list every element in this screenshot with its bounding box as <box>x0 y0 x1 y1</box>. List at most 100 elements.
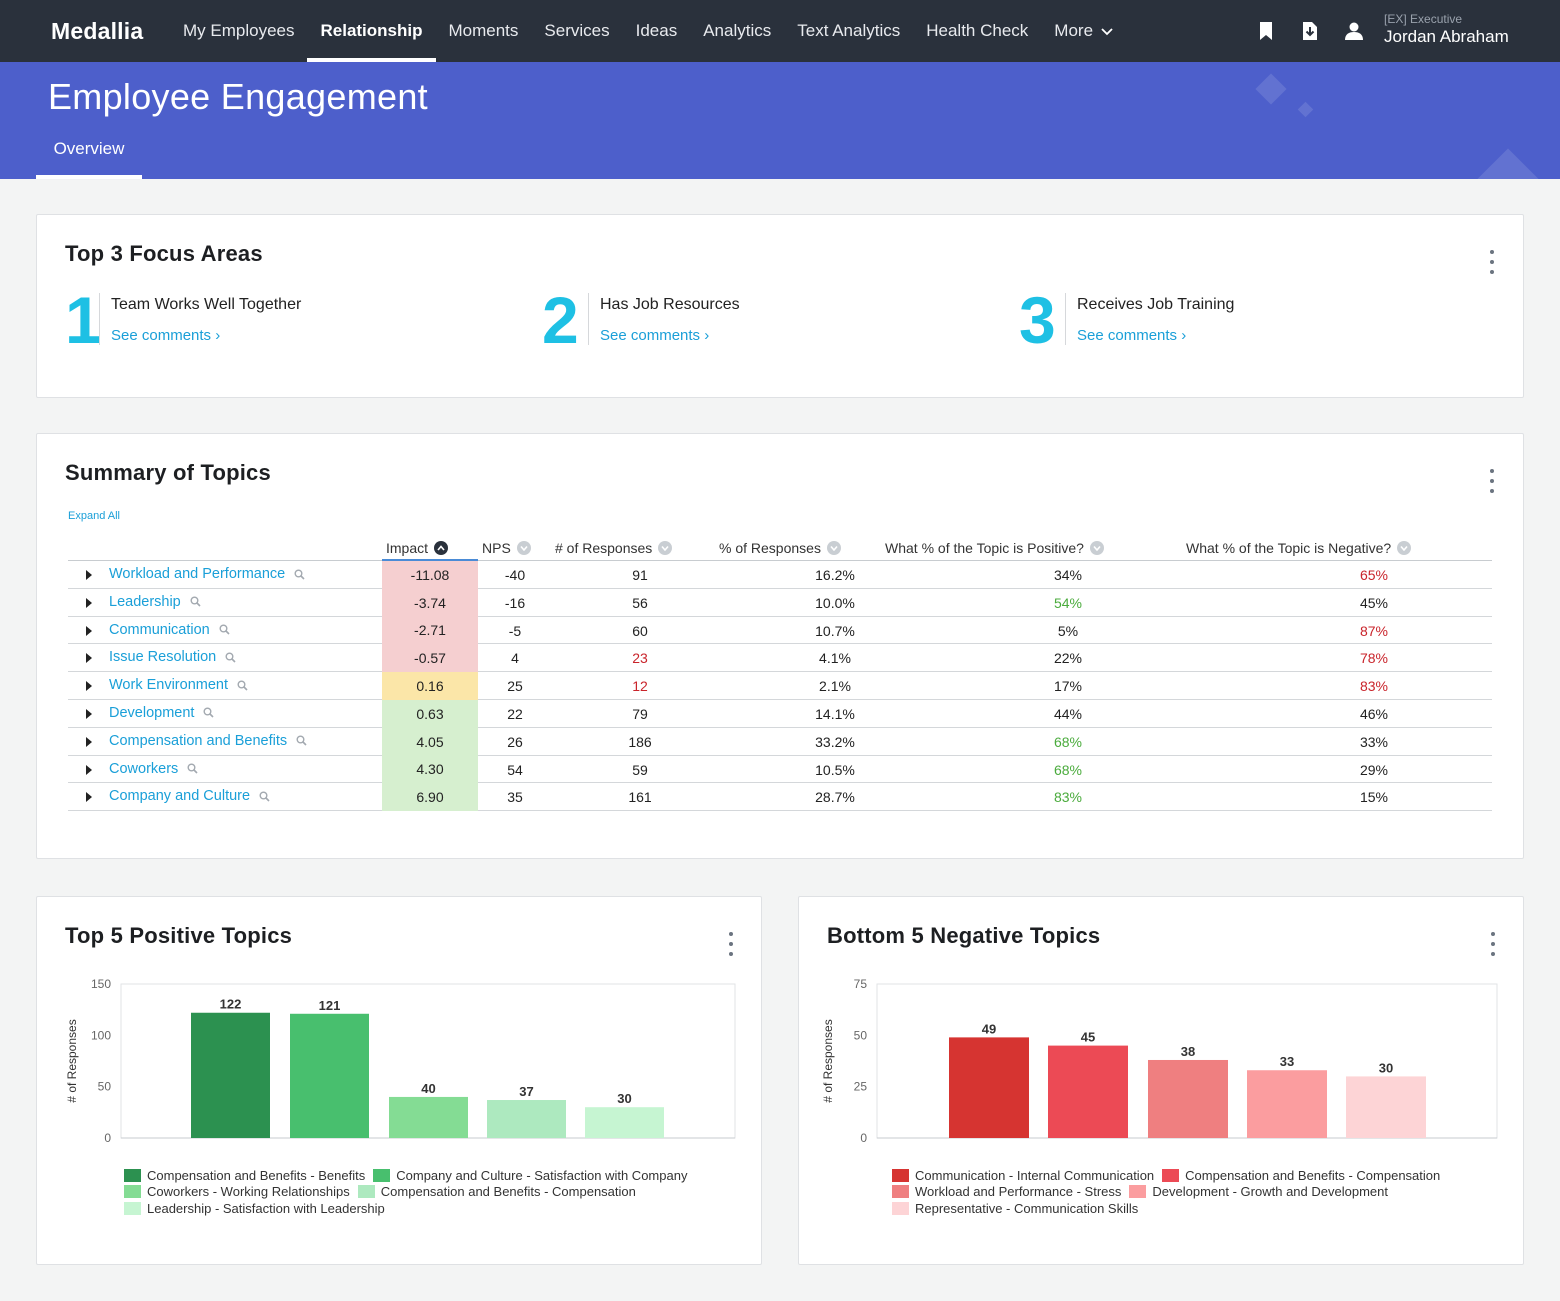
expand-row-icon[interactable] <box>86 792 92 803</box>
search-icon[interactable] <box>296 735 307 746</box>
legend-row: Leadership - Satisfaction with Leadershi… <box>124 1200 695 1217</box>
positive-topics-bar-chart: 0 50 100 150 # of Responses 122 121 40 37 30 <box>65 977 736 1145</box>
legend-item[interactable]: Development - Growth and Development <box>1129 1184 1388 1199</box>
nps-cell: 54 <box>507 761 523 778</box>
legend-item[interactable]: Coworkers - Working Relationships <box>124 1184 350 1199</box>
nav-item-services[interactable]: Services <box>544 21 610 40</box>
legend-item[interactable]: Compensation and Benefits - Compensation <box>1162 1168 1440 1183</box>
see-comments-link[interactable]: See comments › <box>111 327 221 344</box>
column-header-impact[interactable]: Impact <box>386 540 449 556</box>
more-options-icon[interactable] <box>1487 250 1497 274</box>
legend-label: Coworkers - Working Relationships <box>147 1184 350 1200</box>
sort-icon[interactable] <box>826 541 841 555</box>
impact-cell: -3.74 <box>382 588 478 617</box>
topic-link[interactable]: Communication <box>109 622 230 638</box>
responses-cell: 91 <box>632 567 648 583</box>
search-icon[interactable] <box>259 791 270 802</box>
expand-row-icon[interactable] <box>86 736 92 747</box>
topic-link[interactable]: Compensation and Benefits <box>109 733 307 749</box>
positive-pct-cell: 5% <box>1057 622 1079 639</box>
expand-row-icon[interactable] <box>86 708 92 719</box>
nav-item-relationship[interactable]: Relationship <box>307 0 436 62</box>
medallia-logo[interactable]: Medallia <box>51 18 144 44</box>
legend-item[interactable]: Representative - Communication Skills <box>892 1201 1138 1216</box>
topic-link[interactable]: Coworkers <box>109 761 198 777</box>
nav-item-analytics[interactable]: Analytics <box>703 21 772 40</box>
table-row[interactable]: Work Environment 0.16 25 12 2.1% 17% 83% <box>68 672 1492 700</box>
table-row[interactable]: Company and Culture 6.90 35 161 28.7% 83% 15% <box>68 783 1492 812</box>
download-icon[interactable] <box>1299 19 1321 43</box>
legend-label: Compensation and Benefits - Benefits <box>147 1167 366 1183</box>
legend-item[interactable]: Workload and Performance - Stress <box>892 1184 1121 1199</box>
topic-link[interactable]: Leadership <box>109 594 201 610</box>
expand-row-icon[interactable] <box>86 764 92 775</box>
topic-link[interactable]: Work Environment <box>109 677 248 693</box>
column-header-negative[interactable]: What % of the Topic is Negative? <box>1186 540 1412 556</box>
expand-row-icon[interactable] <box>86 597 92 608</box>
table-row[interactable]: Coworkers 4.30 54 59 10.5% 68% 29% <box>68 755 1492 784</box>
positive-pct-cell: 22% <box>1053 650 1083 667</box>
expand-row-icon[interactable] <box>86 625 92 636</box>
user-icon[interactable] <box>1343 19 1365 43</box>
sort-icon[interactable] <box>1397 541 1412 555</box>
search-icon[interactable] <box>225 652 236 663</box>
tab-overview[interactable]: Overview <box>36 130 142 179</box>
y-tick-label: 100 <box>91 1028 111 1042</box>
sort-icon[interactable] <box>516 541 531 555</box>
nav-item-more[interactable]: More <box>1041 0 1126 62</box>
column-header-pct-responses[interactable]: % of Responses <box>719 540 841 556</box>
table-row[interactable]: Compensation and Benefits 4.05 26 186 33.2% 6… <box>68 727 1492 756</box>
legend-item[interactable]: Company and Culture - Satisfaction with … <box>373 1168 687 1183</box>
user-menu[interactable]: [EX] Executive Jordan Abraham <box>1384 12 1509 47</box>
pct-responses-cell: 28.7% <box>815 789 855 806</box>
focus-label: Has Job Resources <box>600 296 740 313</box>
expand-row-icon[interactable] <box>86 681 92 692</box>
y-tick-label: 0 <box>104 1131 111 1145</box>
topic-link[interactable]: Company and Culture <box>109 788 270 804</box>
table-row[interactable]: Issue Resolution -0.57 4 23 4.1% 22% 78% <box>68 644 1492 673</box>
search-icon[interactable] <box>190 596 201 607</box>
search-icon[interactable] <box>219 624 230 635</box>
table-row[interactable]: Leadership -3.74 -16 56 10.0% 54% 45% <box>68 588 1492 617</box>
expand-all-link[interactable]: Expand All <box>68 510 120 522</box>
see-comments-link[interactable]: See comments › <box>1077 327 1187 344</box>
expand-row-icon[interactable] <box>86 653 92 664</box>
sort-icon[interactable] <box>1089 541 1104 555</box>
table-row[interactable]: Communication -2.71 -5 60 10.7% 5% 87% <box>68 616 1492 645</box>
more-options-icon[interactable] <box>1487 469 1497 493</box>
nav-item-health-check[interactable]: Health Check <box>926 21 1029 40</box>
legend-row: Representative - Communication Skills <box>892 1200 1448 1217</box>
topic-link[interactable]: Development <box>109 705 215 721</box>
impact-cell: 6.90 <box>382 783 478 812</box>
legend-item[interactable]: Compensation and Benefits - Compensation <box>357 1184 636 1199</box>
search-icon[interactable] <box>294 569 305 580</box>
topic-link[interactable]: Workload and Performance <box>109 566 305 582</box>
column-header-positive[interactable]: What % of the Topic is Positive? <box>885 540 1104 556</box>
see-comments-link[interactable]: See comments › <box>600 327 710 344</box>
legend-item[interactable]: Leadership - Satisfaction with Leadershi… <box>124 1201 385 1216</box>
more-options-icon[interactable] <box>726 932 736 956</box>
nav-item-text-analytics[interactable]: Text Analytics <box>797 21 901 40</box>
nav-item-ideas[interactable]: Ideas <box>635 21 678 40</box>
table-row[interactable]: Development 0.63 22 79 14.1% 44% 46% <box>68 699 1492 728</box>
expand-row-icon[interactable] <box>86 570 92 580</box>
y-tick-label: 50 <box>854 1028 868 1042</box>
table-row[interactable]: Workload and Performance -11.08 -40 91 16.2%… <box>68 561 1492 589</box>
data-label: 33 <box>1280 1054 1294 1069</box>
column-header-nps[interactable]: NPS <box>482 540 531 556</box>
nav-item-moments[interactable]: Moments <box>448 21 519 40</box>
nav-item-my-employees[interactable]: My Employees <box>183 21 295 40</box>
search-icon[interactable] <box>187 763 198 774</box>
topic-link[interactable]: Issue Resolution <box>109 649 236 665</box>
search-icon[interactable] <box>237 680 248 691</box>
bookmark-icon[interactable] <box>1255 19 1277 43</box>
column-header-responses[interactable]: # of Responses <box>555 540 673 556</box>
data-label: 30 <box>1379 1060 1393 1075</box>
sort-icon[interactable] <box>658 541 673 555</box>
legend-item[interactable]: Compensation and Benefits - Benefits <box>124 1168 365 1183</box>
legend-item[interactable]: Communication - Internal Communication <box>892 1168 1154 1183</box>
more-options-icon[interactable] <box>1488 932 1498 956</box>
sort-ascending-icon[interactable] <box>434 541 449 555</box>
responses-cell: 23 <box>632 650 648 667</box>
search-icon[interactable] <box>203 707 215 719</box>
